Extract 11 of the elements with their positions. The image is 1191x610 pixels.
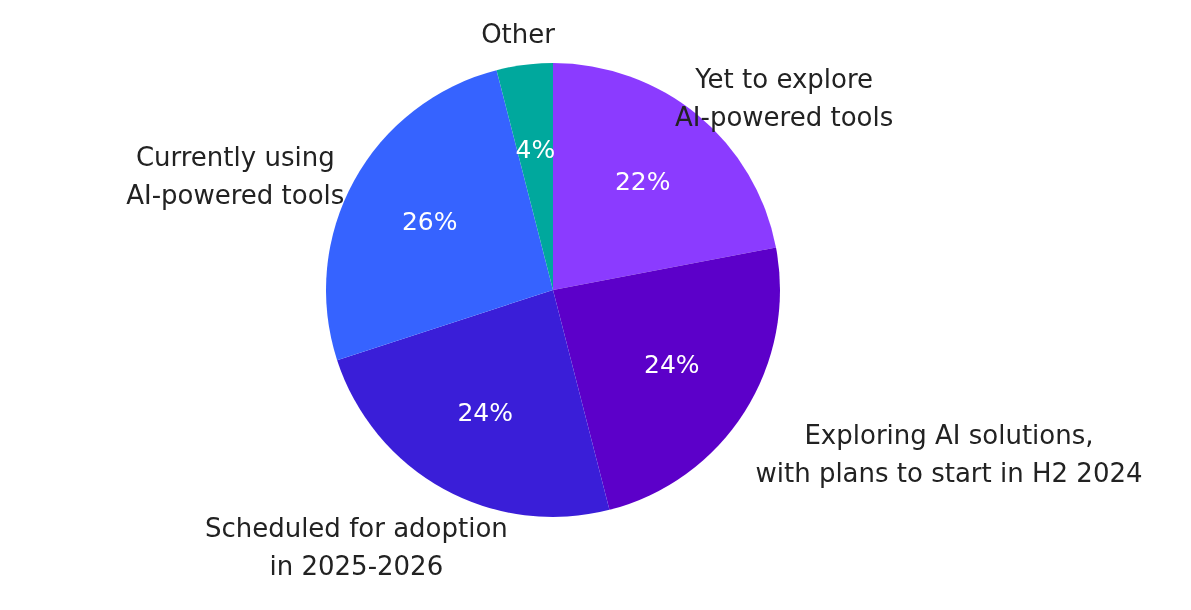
pie-slice (337, 290, 610, 517)
slice-label: Scheduled for adoption in 2025-2026 (204, 513, 508, 582)
slice-label: Other (481, 19, 556, 50)
data-label: 24% (457, 398, 513, 428)
data-label: 4% (515, 135, 556, 165)
data-label: 22% (614, 166, 671, 196)
data-label: 24% (644, 350, 700, 380)
slice-label: Exploring AI solutions, with plans to start in H2 2024 (755, 420, 1143, 489)
data-label: 26% (401, 207, 458, 237)
slice-label: Currently using AI-powered tools (126, 142, 345, 211)
pie-slice (496, 63, 553, 290)
